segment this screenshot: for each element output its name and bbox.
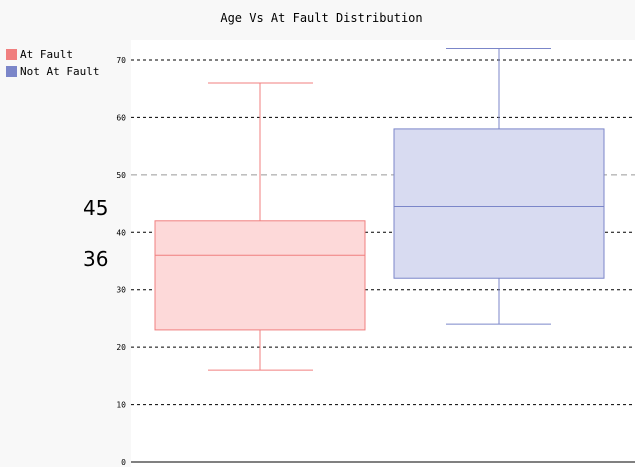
legend-item-at-fault[interactable]: At Fault <box>6 46 99 63</box>
box-not-at-fault[interactable] <box>393 48 605 325</box>
legend-label-at-fault: At Fault <box>20 48 73 61</box>
y-tick-label: 40 <box>116 228 126 237</box>
y-tick-label: 10 <box>116 401 126 410</box>
iqr-box <box>393 128 605 279</box>
legend-label-not-at-fault: Not At Fault <box>20 65 100 78</box>
legend-swatch-not-at-fault <box>6 66 17 77</box>
y-tick-label: 50 <box>116 171 126 180</box>
y-tick-label: 0 <box>121 458 126 467</box>
box-at-fault[interactable] <box>154 82 366 371</box>
stat-value-lower: 36 <box>83 247 109 271</box>
stat-value-upper: 45 <box>83 196 109 220</box>
legend: At Fault Not At Fault <box>6 46 99 80</box>
y-tick-label: 20 <box>116 343 126 352</box>
chart-title: Age Vs At Fault Distribution <box>220 11 423 25</box>
legend-item-not-at-fault[interactable]: Not At Fault <box>6 63 99 80</box>
legend-swatch-at-fault <box>6 49 17 60</box>
y-tick-label: 30 <box>116 286 126 295</box>
iqr-box <box>154 220 366 331</box>
y-tick-label: 70 <box>116 56 126 65</box>
box-layer <box>154 48 605 371</box>
y-tick-label: 60 <box>116 113 126 122</box>
